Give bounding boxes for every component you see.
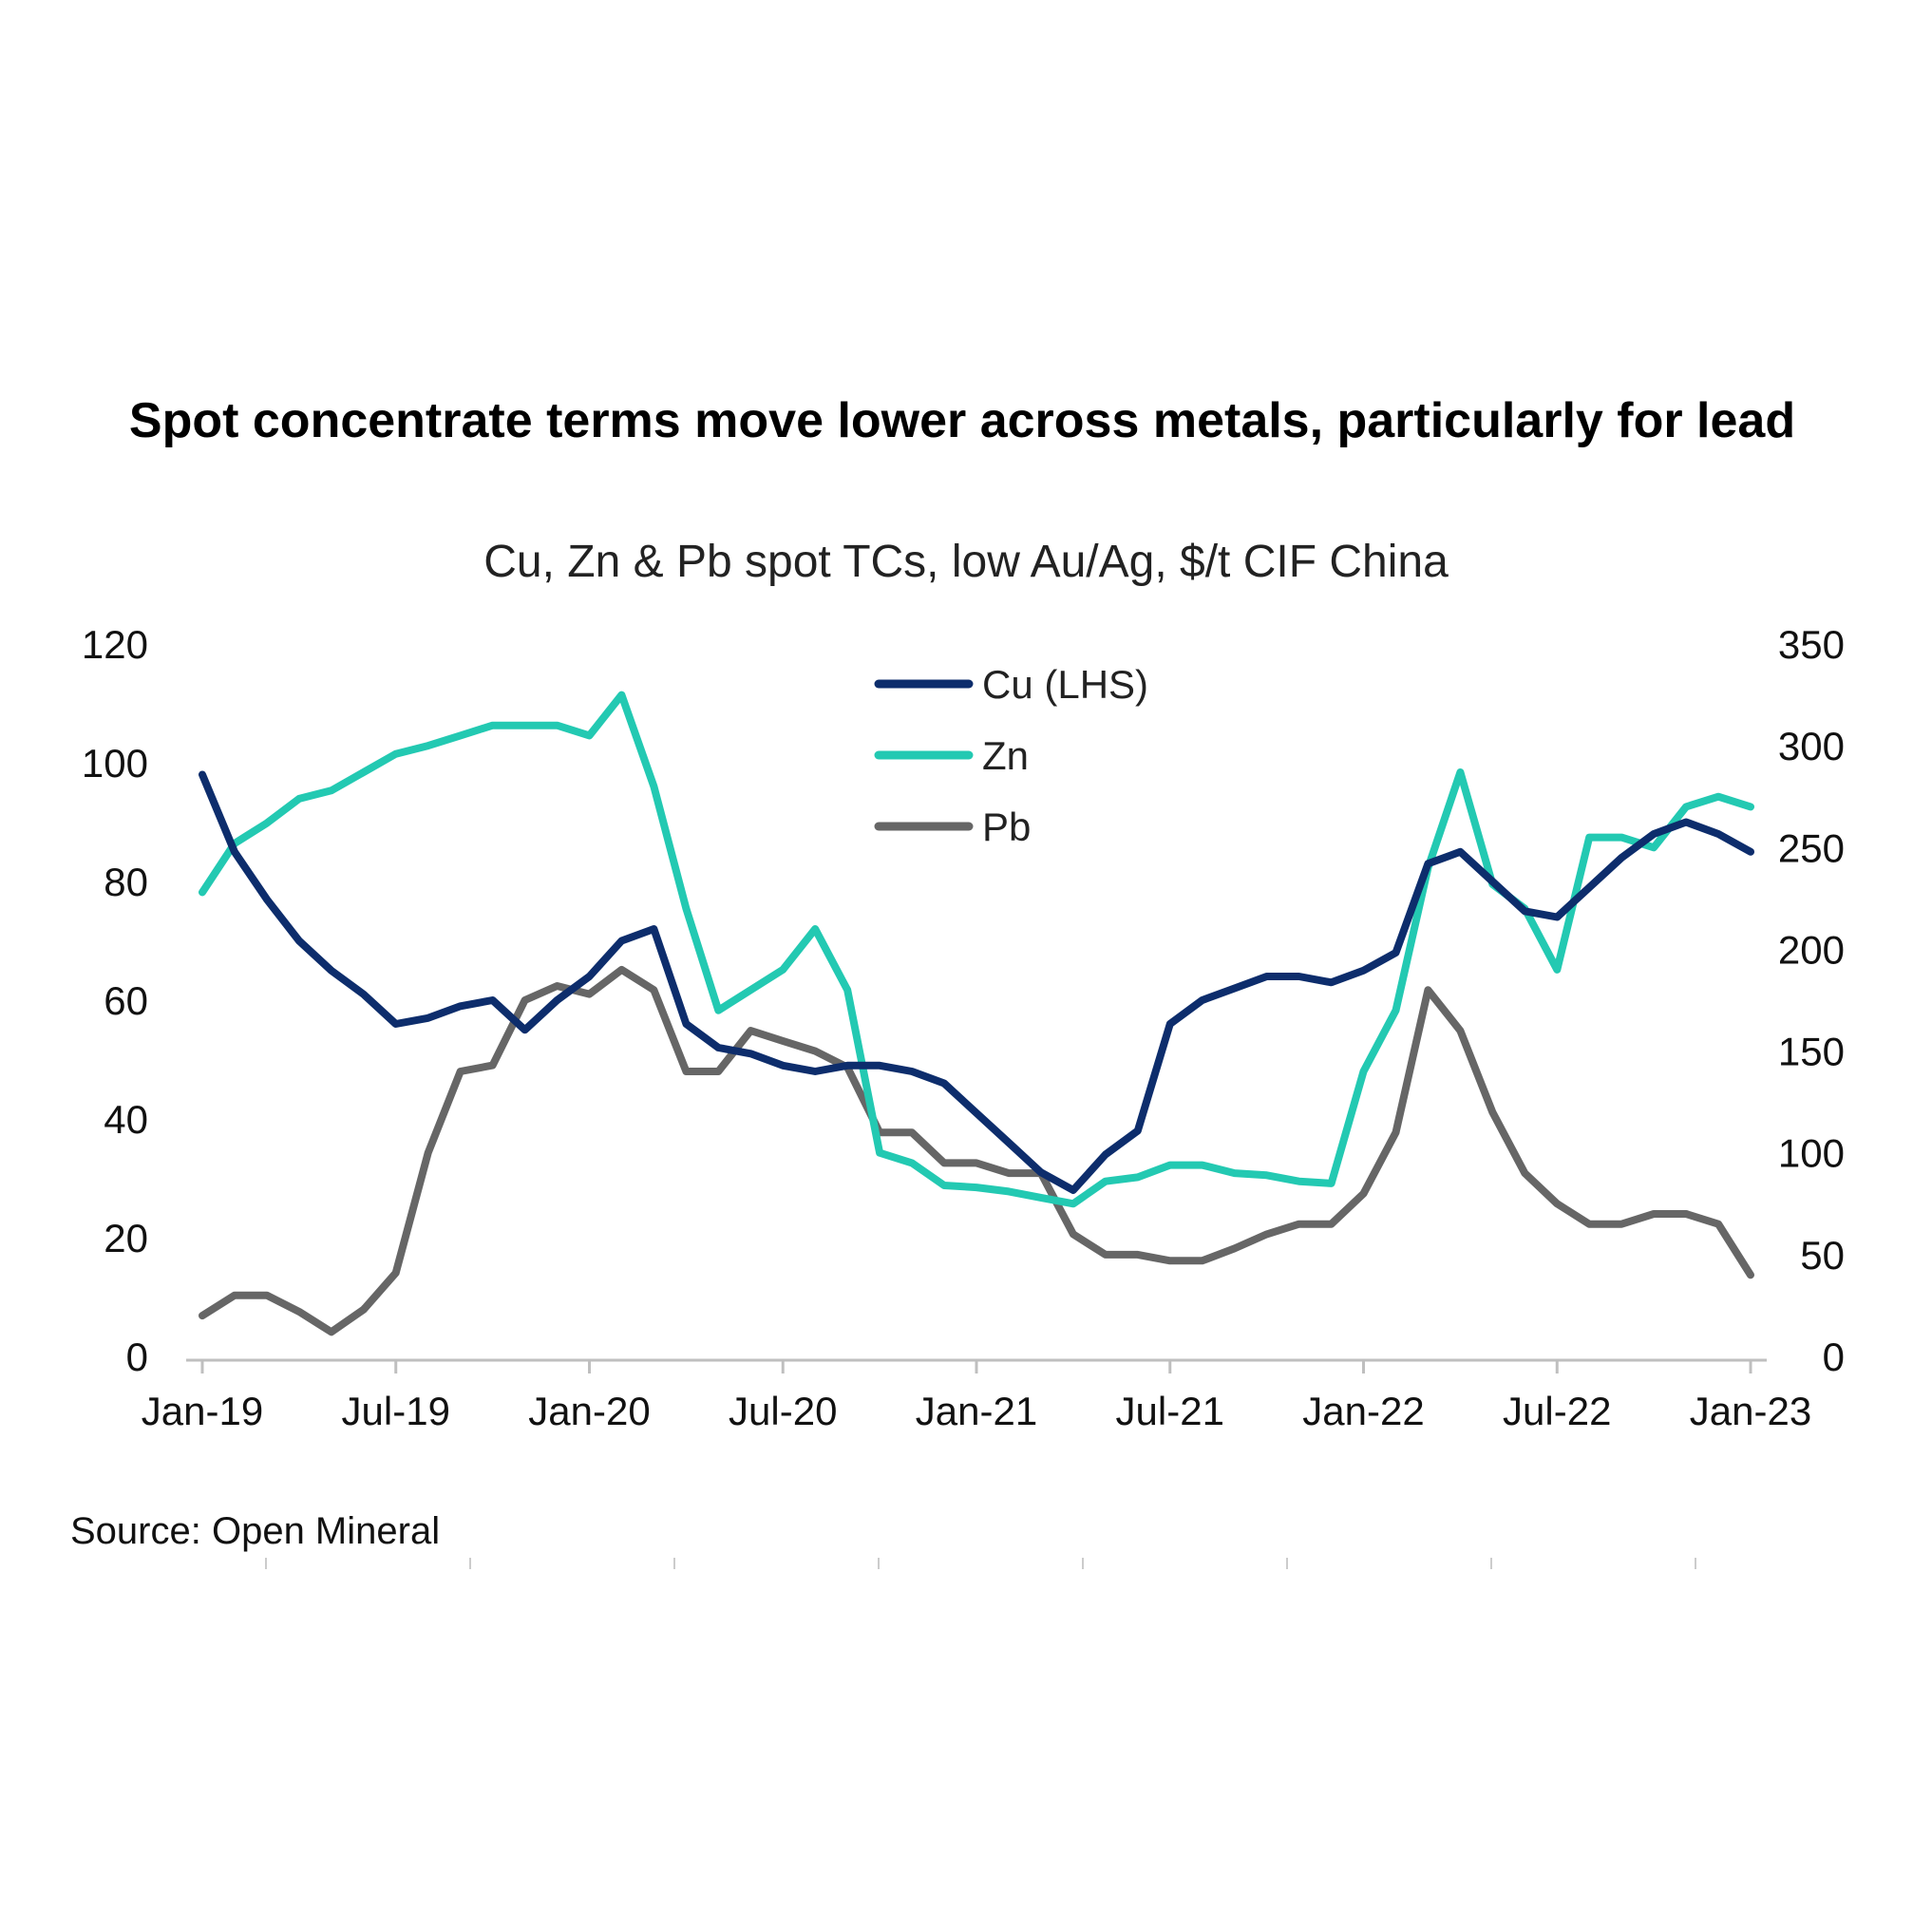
legend-label-zn: Zn — [982, 733, 1029, 778]
series-line-cu — [199, 770, 1754, 1194]
left-axis-tick-label: 20 — [104, 1216, 148, 1260]
x-tick-label: Jul-20 — [729, 1389, 837, 1433]
legend-item-zn: Zn — [874, 733, 1029, 778]
x-tick-label: Jan-21 — [916, 1389, 1037, 1433]
right-axis-tick-label: 300 — [1778, 724, 1845, 768]
chart-title: Spot concentrate terms move lower across… — [129, 393, 1795, 448]
right-axis-tick-label: 0 — [1823, 1335, 1845, 1379]
source-note: Source: Open Mineral — [70, 1510, 440, 1552]
left-axis-tick-label: 120 — [82, 622, 148, 667]
series-lines — [199, 691, 1754, 1336]
legend-item-pb: Pb — [874, 805, 1031, 849]
legend-label-cu: Cu (LHS) — [982, 662, 1148, 707]
x-tick-label: Jul-21 — [1116, 1389, 1224, 1433]
right-axis-tick-label: 50 — [1800, 1233, 1845, 1278]
left-axis-tick-label: 80 — [104, 860, 148, 904]
x-tick-label: Jan-19 — [142, 1389, 263, 1433]
x-axis-labels: Jan-19 Jul-19 Jan-20 Jul-20 Jan-21 Jul-21 Jan-… — [142, 1389, 1811, 1433]
left-axis-tick-label: 60 — [104, 978, 148, 1023]
right-axis-tick-label: 350 — [1778, 622, 1845, 667]
left-axis-tick-label: 0 — [126, 1335, 148, 1379]
right-axis-tick-label: 200 — [1778, 927, 1845, 972]
right-axis-labels: 0 50 100 150 200 250 300 350 — [1778, 622, 1845, 1379]
left-axis-labels: 0 20 40 60 80 100 120 — [82, 622, 148, 1379]
right-axis-tick-label: 100 — [1778, 1131, 1845, 1176]
bottom-decorative-ticks — [265, 1558, 1696, 1569]
left-axis-tick-label: 40 — [104, 1097, 148, 1142]
legend: Cu (LHS) Zn Pb — [874, 662, 1148, 849]
x-tick-label: Jan-22 — [1302, 1389, 1424, 1433]
plot-area: Jan-19 Jul-19 Jan-20 Jul-20 Jan-21 Jul-21 Jan-… — [82, 622, 1845, 1433]
x-tick-label: Jan-20 — [528, 1389, 650, 1433]
x-tick-label: Jul-19 — [342, 1389, 450, 1433]
right-axis-tick-label: 250 — [1778, 825, 1845, 870]
x-axis-ticks — [200, 1360, 1752, 1373]
legend-item-cu: Cu (LHS) — [874, 662, 1148, 707]
left-axis-tick-label: 100 — [82, 741, 148, 786]
x-tick-label: Jul-22 — [1503, 1389, 1611, 1433]
series-line-pb — [199, 965, 1754, 1336]
right-axis-tick-label: 150 — [1778, 1030, 1845, 1074]
x-tick-label: Jan-23 — [1690, 1389, 1811, 1433]
legend-label-pb: Pb — [982, 805, 1031, 849]
chart-subtitle: Cu, Zn & Pb spot TCs, low Au/Ag, $/t CIF… — [483, 537, 1449, 587]
